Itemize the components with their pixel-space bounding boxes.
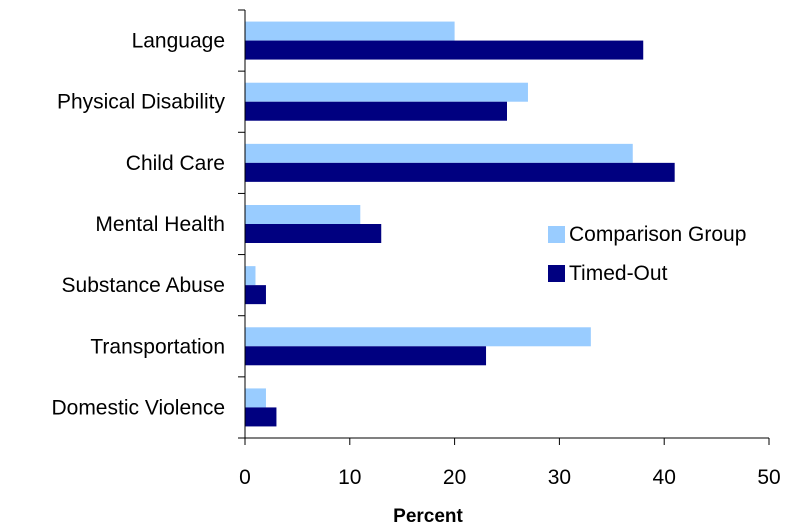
x-tick-label: 30 [548, 466, 571, 489]
category-label: Mental Health [95, 213, 225, 236]
bar-comparison-group-domestic-violence [245, 388, 266, 408]
x-tick-label: 20 [443, 466, 466, 489]
legend-swatch [548, 265, 565, 282]
bar-comparison-group-substance-abuse [245, 266, 256, 286]
tick-labels: 0 10 20 30 40 50 [239, 466, 781, 489]
category-label: Domestic Violence [51, 396, 225, 419]
bar-comparison-group-mental-health [245, 205, 361, 224]
category-label: Child Care [126, 152, 225, 175]
bar-comparison-group-transportation [245, 327, 591, 347]
x-axis-title: Percent [393, 506, 463, 527]
bar-timed-out-child-care [245, 162, 675, 182]
category-label: Transportation [90, 335, 225, 358]
bar-timed-out-physical-disability [245, 101, 507, 121]
category-labels: Language Physical Disability Child Care Men… [51, 30, 225, 420]
legend-swatch [548, 226, 565, 243]
x-tick-label: 10 [338, 466, 361, 489]
bars-layer [245, 21, 675, 427]
category-label: Substance Abuse [62, 274, 225, 297]
legend-label: Timed-Out [569, 262, 668, 285]
bar-comparison-group-child-care [245, 143, 633, 163]
bar-timed-out-mental-health [245, 224, 382, 243]
bar-timed-out-domestic-violence [245, 407, 277, 427]
x-tick-label: 0 [239, 466, 251, 489]
axes-layer [238, 9, 770, 445]
category-label: Language [132, 30, 225, 53]
x-tick-label: 50 [757, 466, 780, 489]
bar-comparison-group-physical-disability [245, 82, 528, 102]
bar-comparison-group-language [245, 21, 455, 41]
legend: Comparison Group Timed-Out [548, 223, 746, 285]
legend-label: Comparison Group [569, 223, 746, 246]
bar-timed-out-transportation [245, 346, 487, 366]
category-label: Physical Disability [57, 91, 226, 114]
x-tick-label: 40 [653, 466, 676, 489]
bar-timed-out-substance-abuse [245, 285, 266, 305]
bar-timed-out-language [245, 40, 644, 60]
